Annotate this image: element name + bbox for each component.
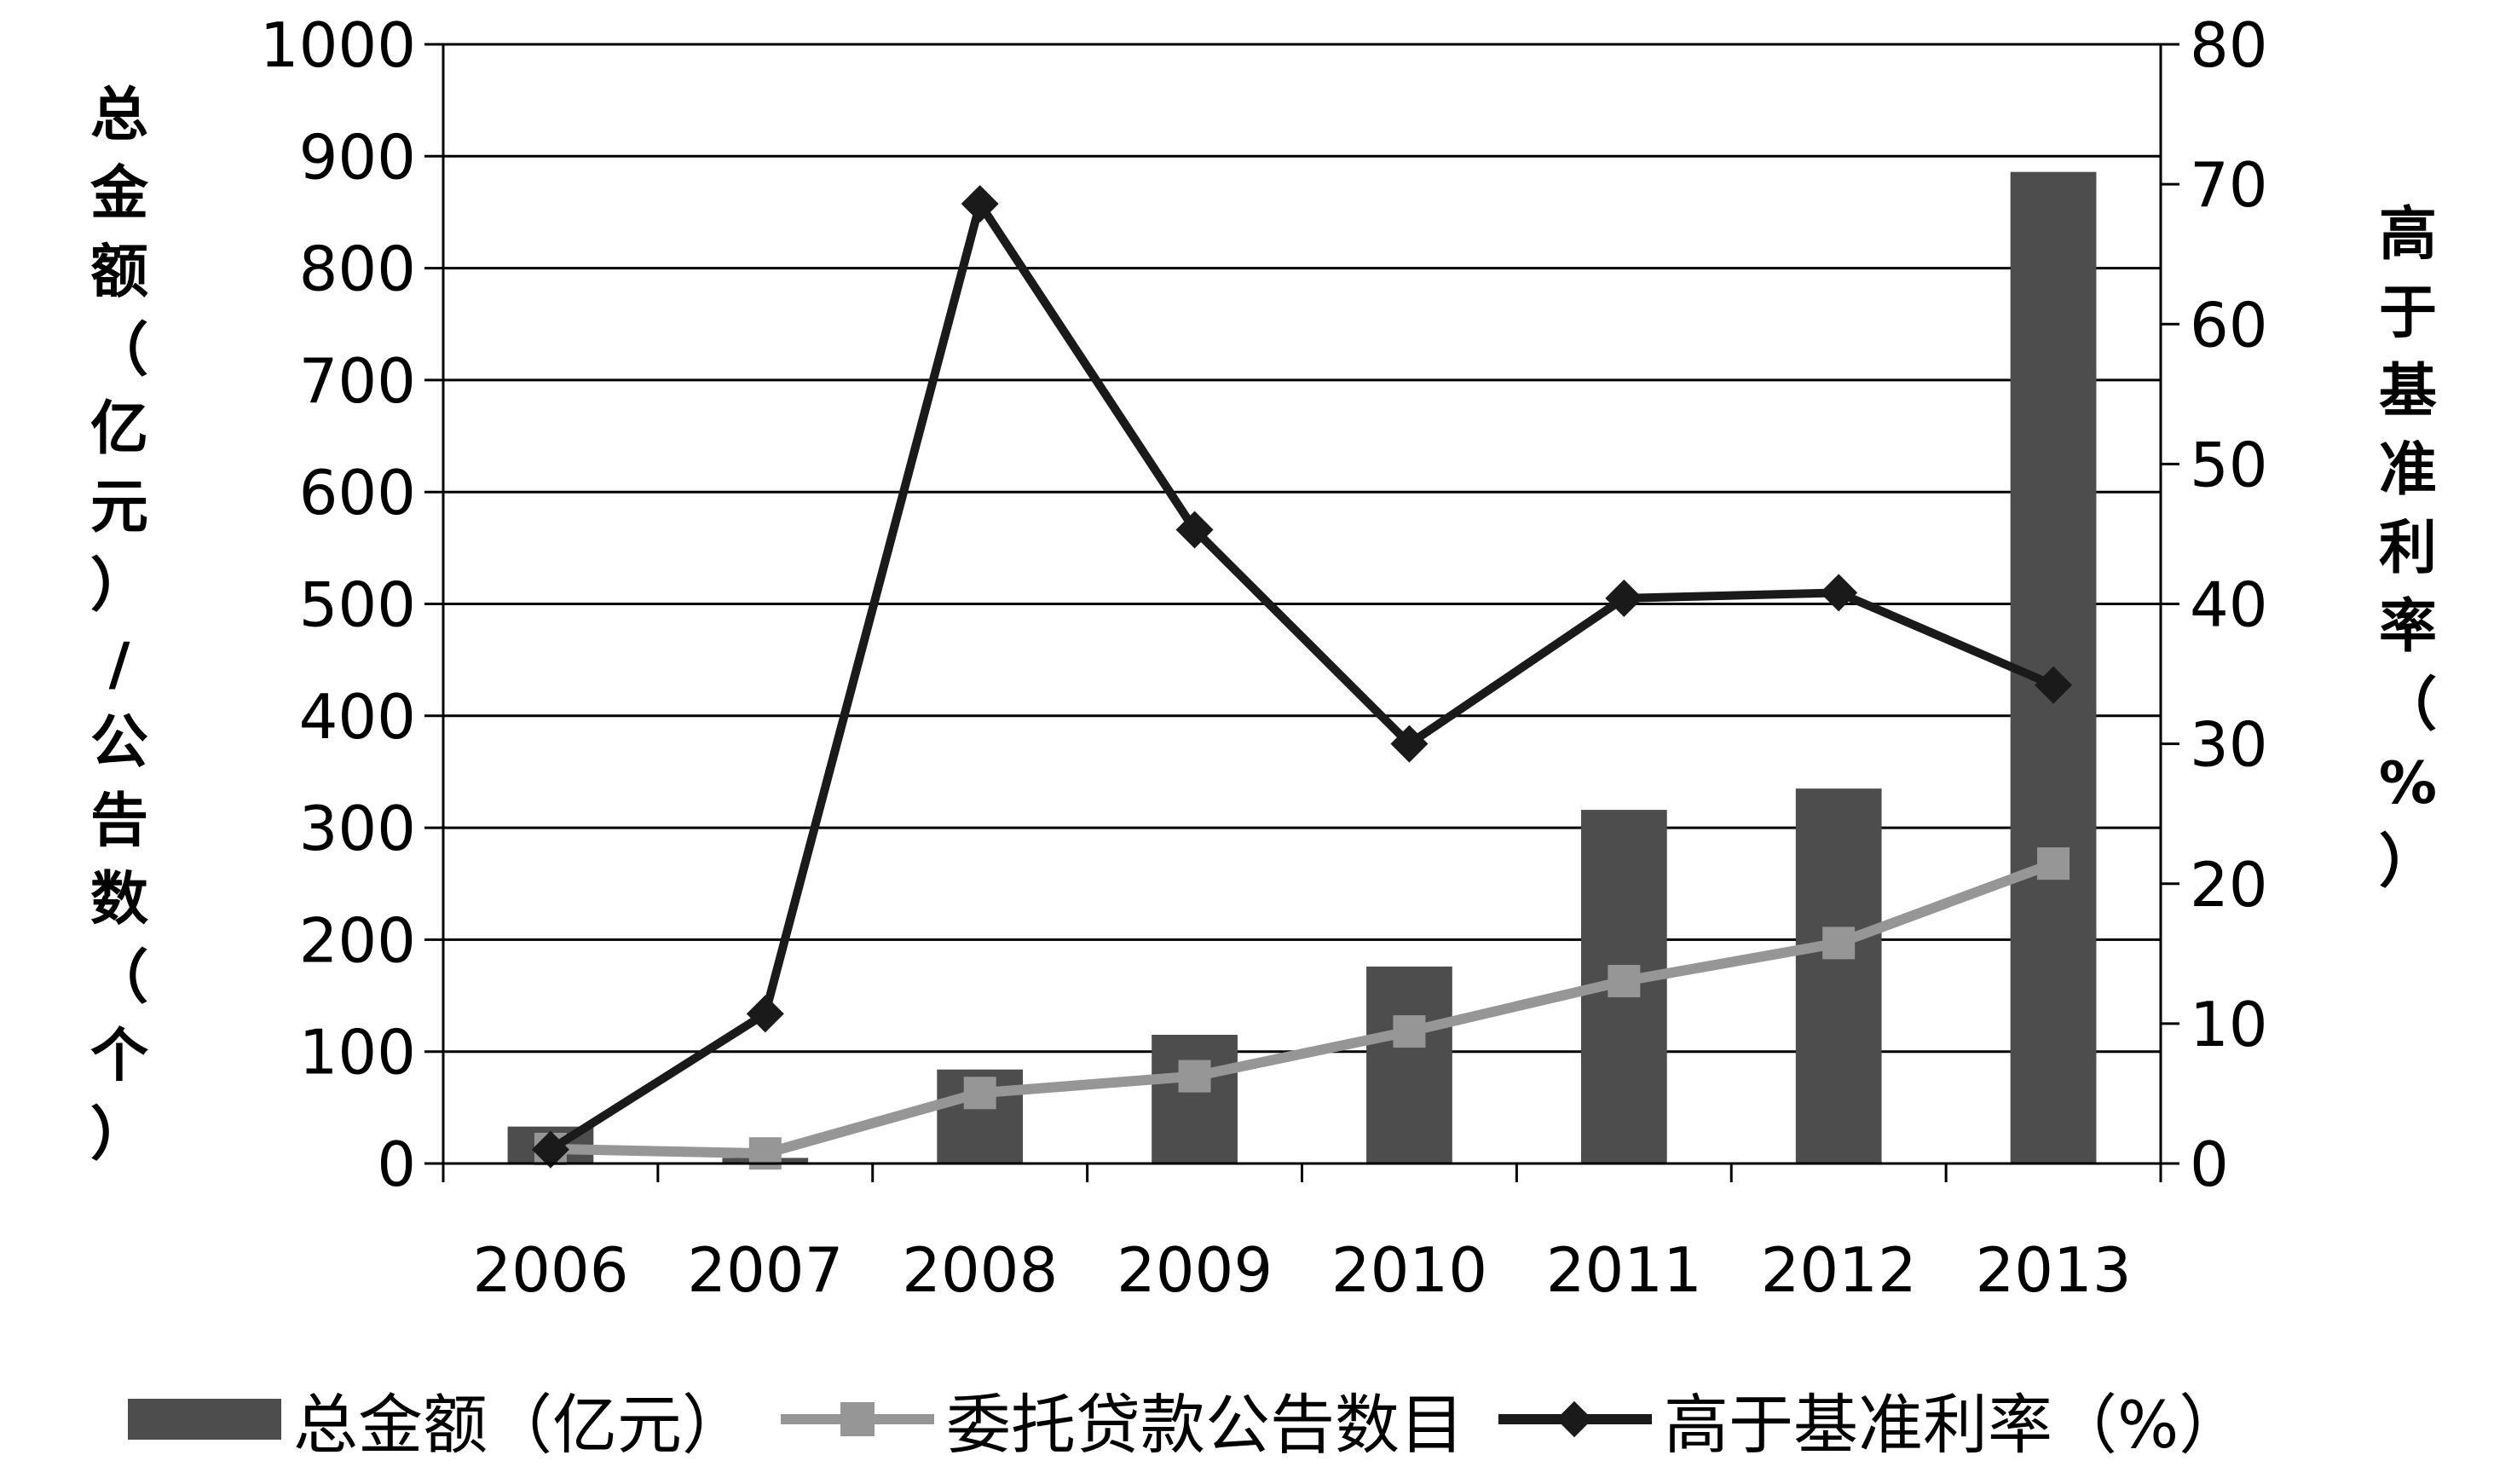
line-series-count <box>550 858 2056 1159</box>
y-axis-left-title-char: 总 <box>89 82 148 149</box>
y-axis-left-title-char: 金 <box>89 160 148 228</box>
diamond-marker <box>1175 511 1214 549</box>
y-right-tick-label: 20 <box>2190 849 2268 921</box>
legend-label-rate: 高于基准利率（%） <box>1664 1387 2244 1463</box>
y-axis-left-title-char: （ <box>89 944 148 1012</box>
square-marker <box>2037 847 2070 881</box>
x-tick-label: 2011 <box>1546 1234 1702 1306</box>
y-left-tick-label: 0 <box>377 1129 416 1200</box>
x-tick-label: 2010 <box>1331 1234 1487 1306</box>
y-left-tick-label: 100 <box>299 1017 416 1088</box>
y-left-tick-label: 1000 <box>260 9 416 81</box>
y-left-tick-label: 500 <box>299 569 416 641</box>
y-left-tick-label: 400 <box>299 681 416 753</box>
legend-swatch-bar <box>128 1399 281 1440</box>
bar <box>1152 1035 1238 1164</box>
y-axis-right-title: 高于基准利率 （% ） <box>2370 196 2446 902</box>
y-left-tick-label: 700 <box>299 345 416 417</box>
y-axis-left-title-char: 数 <box>89 866 148 933</box>
y-axis-left-title-char: 亿 <box>89 396 148 463</box>
diamond-marker <box>2035 666 2073 704</box>
diamond-marker <box>531 1130 569 1169</box>
x-tick-label: 2008 <box>902 1234 1058 1306</box>
y-axis-right-title-char: 基 <box>2378 358 2437 425</box>
y-left-tick-label: 800 <box>299 234 416 305</box>
y-left-tick-label: 200 <box>299 904 416 976</box>
legend-swatch-square-line <box>781 1399 934 1440</box>
y-axis-left-title-char: 元 <box>89 474 148 541</box>
y-right-tick-label: 10 <box>2190 989 2268 1060</box>
y-right-tick-label: 40 <box>2190 569 2268 641</box>
legend-label-total: 总金额（亿元） <box>293 1387 747 1463</box>
diamond-marker <box>1390 725 1429 763</box>
diamond-marker <box>746 995 784 1033</box>
y-right-tick-label: 0 <box>2190 1129 2229 1200</box>
square-marker <box>1608 964 1641 997</box>
square-marker <box>1178 1060 1211 1093</box>
x-tick-label: 2009 <box>1117 1234 1273 1306</box>
y-axis-right-title-char: 准 <box>2378 436 2437 504</box>
y-left-tick-label: 600 <box>299 457 416 528</box>
tick-labels: 0 100 200 300 400 500 600 700 800 900 1000 0 10 20 30 4… <box>260 9 2268 1306</box>
y-right-tick-label: 30 <box>2190 709 2268 781</box>
legend-item-count: 委托贷款公告数目 <box>781 1372 1464 1466</box>
y-axis-left-title-char: ） <box>89 1101 148 1169</box>
y-axis-left-title-char: （ <box>89 317 148 384</box>
square-marker <box>1822 927 1856 960</box>
y-axis-left-title-char: 额 <box>89 239 148 306</box>
legend-swatch-diamond-line <box>1498 1399 1652 1440</box>
y-left-tick-label: 900 <box>299 121 416 193</box>
x-tick-label: 2007 <box>687 1234 843 1306</box>
legend: 总金额（亿元） 委托贷款公告数目 高于基准利率（%） <box>128 1372 2243 1466</box>
legend-item-total: 总金额（亿元） <box>128 1372 747 1466</box>
y-axis-right-title-char: 利 <box>2378 515 2437 582</box>
x-tick-label: 2006 <box>472 1234 628 1306</box>
y-axis-left-title-char: 公 <box>89 709 148 777</box>
y-right-tick-label: 50 <box>2190 429 2268 500</box>
line-series <box>531 185 2073 1170</box>
x-tick-label: 2013 <box>1975 1234 2131 1306</box>
square-marker <box>963 1077 996 1110</box>
y-axis-left-title: 总金额 （ 亿元 ） / 公告数 （ 个 ） <box>81 77 158 1175</box>
y-axis-left-title-char: 告 <box>89 788 148 855</box>
y-right-tick-label: 70 <box>2190 149 2268 221</box>
diamond-marker <box>1605 579 1643 617</box>
y-axis-right-title-char: （ <box>2378 672 2437 739</box>
x-tick-label: 2012 <box>1761 1234 1917 1306</box>
y-axis-right-title-char: ） <box>2378 829 2437 896</box>
y-axis-left-title-char: ） <box>89 552 148 620</box>
y-axis-right-title-char: 率 <box>2378 593 2437 661</box>
y-right-tick-label: 60 <box>2190 289 2268 361</box>
square-marker <box>1393 1015 1426 1048</box>
legend-item-rate: 高于基准利率（%） <box>1498 1372 2243 1466</box>
y-axis-right-title-char: % <box>2378 750 2438 817</box>
line-series-rate <box>548 199 2056 1153</box>
legend-label-count: 委托贷款公告数目 <box>946 1387 1464 1463</box>
diamond-marker <box>961 185 999 223</box>
bar-series <box>507 171 2097 1164</box>
diamond-marker <box>1820 574 1858 612</box>
gridlines <box>443 43 2161 1165</box>
y-axis-left-title-char: 个 <box>89 1023 148 1090</box>
y-axis-right-title-char: 高 <box>2378 201 2437 269</box>
y-axis-left-title-char: / <box>108 631 130 698</box>
bar <box>1366 966 1452 1164</box>
y-right-tick-label: 80 <box>2190 9 2268 81</box>
y-left-tick-label: 300 <box>299 793 416 864</box>
y-axis-right-title-char: 于 <box>2378 280 2437 347</box>
bar <box>1795 788 1882 1164</box>
axes <box>424 43 2179 1182</box>
